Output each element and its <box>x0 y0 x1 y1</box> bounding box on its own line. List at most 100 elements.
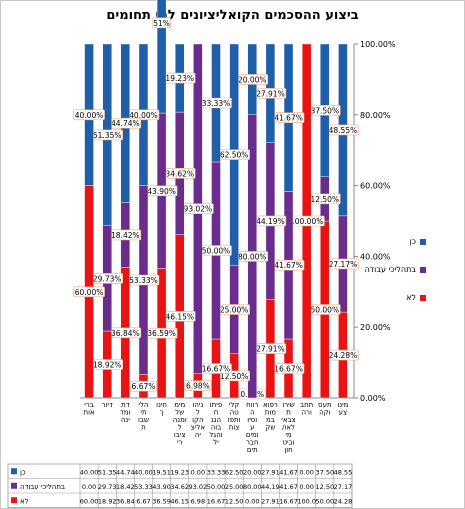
y-tick-label: 20.00% <box>360 323 391 332</box>
data-label: 44.19% <box>256 217 285 226</box>
data-label: 40.00% <box>75 111 104 120</box>
data-label: 33.33% <box>202 99 231 108</box>
data-label: 27.91% <box>256 345 285 354</box>
data-label: 36.59% <box>147 329 176 338</box>
bar-segment <box>156 0 167 114</box>
data-table-cell: 25.00 <box>225 483 244 491</box>
data-label: 51.35% <box>93 131 122 140</box>
data-label: 46.15% <box>165 312 194 321</box>
data-label: 50.00% <box>202 246 231 255</box>
category-label: רווח ה וסיו ע ומים חבר תים <box>246 401 259 454</box>
data-table-cell: 0.00 <box>299 468 313 476</box>
data-table-cell: 80.00 <box>243 483 262 491</box>
category-label: הלי תי שבו ת <box>138 401 149 432</box>
data-table-cell: 100.0 <box>297 497 316 505</box>
data-table-cell: 41.67 <box>279 483 298 491</box>
data-table-cell: 36.84 <box>116 497 135 505</box>
data-table-cell: 19.23 <box>170 468 189 476</box>
data-table-series-name: לא <box>20 497 29 505</box>
data-table-cell: 62.50 <box>225 468 244 476</box>
data-label: 80.00% <box>238 252 267 261</box>
legend-label: כן <box>410 237 416 246</box>
data-table-cell: 20.00 <box>243 468 262 476</box>
data-table-cell: 60.00 <box>80 497 99 505</box>
legend-swatch <box>420 267 426 273</box>
data-table-swatch <box>11 497 17 504</box>
data-table-cell: 43.90 <box>152 483 171 491</box>
legend-label: בתהליכי עבודה <box>365 265 417 274</box>
data-label: 27.91% <box>256 89 285 98</box>
data-label: 40.00% <box>129 111 158 120</box>
data-label: 29.73% <box>93 274 122 283</box>
data-table-cell: 48.55 <box>334 468 353 476</box>
data-table-cell: 12.50 <box>315 483 334 491</box>
data-label: 18.92% <box>93 361 122 370</box>
legend-swatch <box>420 239 426 245</box>
data-table-cell: 46.15 <box>170 497 189 505</box>
category-label: פיתו ח הנג בוה והגל יל <box>209 401 222 447</box>
data-label: 41.67% <box>274 261 303 270</box>
category-label: דת ומד ינה <box>120 401 131 424</box>
data-table-cell: 44.19 <box>261 483 280 491</box>
data-label: 12.50% <box>220 372 249 381</box>
legend-label: לא <box>406 293 416 302</box>
data-table-cell: 40.00 <box>80 468 99 476</box>
data-label: 6.98% <box>186 382 210 391</box>
data-table-cell: 27.91 <box>261 468 280 476</box>
data-table-cell: 34.62 <box>170 483 189 491</box>
data-table-cell: 51.35 <box>98 468 117 476</box>
data-table-cell: 27.17 <box>334 483 353 491</box>
data-label: 34.62% <box>165 169 194 178</box>
data-label: 18.42% <box>111 231 140 240</box>
data-label: 27.17% <box>329 260 358 269</box>
category-label: חינו ך <box>156 401 167 417</box>
data-table-cell: 41.67 <box>279 468 298 476</box>
data-table-cell: 19.51 <box>152 468 171 476</box>
data-table-series-name: בתהליכי עבודה <box>20 483 65 491</box>
data-table-cell: 93.02 <box>189 483 208 491</box>
category-label: מימ של ומנה ל ציבו רי <box>173 401 187 447</box>
data-label: 93.02% <box>184 205 213 214</box>
data-label: 16.67% <box>274 364 303 373</box>
category-label: שירו ת צבאי/לאו מי וביט חון <box>281 401 295 454</box>
category-label: תעס וקה <box>318 401 332 417</box>
data-table-cell: 29.73 <box>98 483 117 491</box>
data-label: 36.84% <box>111 329 140 338</box>
data-table-cell: 18.42 <box>116 483 135 491</box>
y-tick-label: 80.00% <box>360 111 391 120</box>
category-label: ניהו ל הקו אליצ יה <box>191 401 206 439</box>
data-table-cell: 0.00 <box>191 468 205 476</box>
data-table-cell: 50.00 <box>315 497 334 505</box>
y-tick-label: 0.00% <box>360 394 386 403</box>
data-table-cell: 12.50 <box>225 497 244 505</box>
data-table-swatch <box>11 468 17 475</box>
category-label: ברי אות <box>83 401 95 417</box>
data-label-box <box>152 17 171 29</box>
data-table-cell: 6.98 <box>191 497 205 505</box>
data-table-cell: 16.67 <box>279 497 298 505</box>
data-label: 20.00% <box>238 75 267 84</box>
data-label: 53.33% <box>129 276 158 285</box>
data-label-box <box>129 380 158 392</box>
data-label: 60.00% <box>75 288 104 297</box>
data-label: 50.00% <box>310 306 339 315</box>
data-table-cell: 16.67 <box>207 497 226 505</box>
data-label-box <box>184 380 212 391</box>
category-label: מינו צע <box>337 401 348 417</box>
y-tick-label: 40.00% <box>360 252 391 261</box>
data-label: 100.00% <box>290 217 323 226</box>
data-label-box <box>73 109 105 121</box>
data-label: 37.50% <box>310 106 339 115</box>
y-tick-label: 100.00% <box>360 40 396 49</box>
data-label: 62.50% <box>220 151 249 160</box>
data-label: 6.67% <box>132 382 156 391</box>
data-label: 43.90% <box>147 187 176 196</box>
data-label: 44.74% <box>111 119 140 128</box>
data-table-cell: 0.00 <box>245 497 259 505</box>
data-table-cell: 36.59 <box>152 497 171 505</box>
data-table-cell: 37.50 <box>315 468 334 476</box>
data-table-cell: 0.00 <box>82 483 96 491</box>
data-label: 51% <box>153 19 170 28</box>
data-table-cell: 27.91 <box>261 497 280 505</box>
